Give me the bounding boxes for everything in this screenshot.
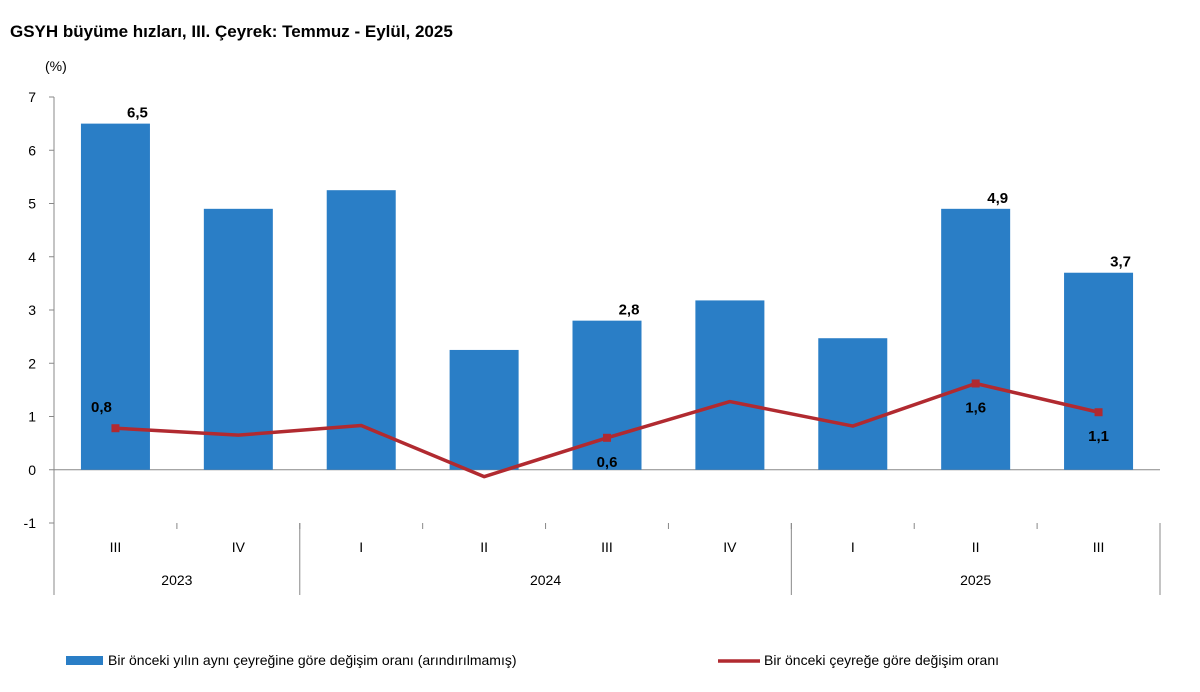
y-tick-label: 3 <box>28 302 36 318</box>
y-tick-label: -1 <box>24 515 37 531</box>
bar <box>203 208 273 470</box>
line-marker <box>1094 408 1103 417</box>
bar-data-label: 6,5 <box>127 105 148 122</box>
bar <box>80 123 150 470</box>
bar <box>572 320 642 470</box>
x-tick-label: III <box>601 539 613 555</box>
y-tick-label: 6 <box>28 142 36 158</box>
x-tick-label: IV <box>723 539 737 555</box>
x-tick-label: I <box>359 539 363 555</box>
line-data-label: 1,1 <box>1088 428 1109 445</box>
bar <box>326 190 396 470</box>
year-label: 2024 <box>530 572 561 588</box>
line-series <box>111 379 1103 479</box>
y-tick-label: 5 <box>28 196 36 212</box>
bar <box>1064 272 1134 470</box>
bar <box>695 300 765 470</box>
bar <box>941 208 1011 470</box>
y-tick-label: 7 <box>28 89 36 105</box>
line-marker <box>971 379 980 388</box>
y-tick-label: 1 <box>28 409 36 425</box>
bar-data-label: 2,8 <box>619 302 640 319</box>
year-label: 2023 <box>161 572 192 588</box>
bars <box>80 123 1134 470</box>
x-tick-label: III <box>110 539 122 555</box>
x-tick-label: III <box>1093 539 1105 555</box>
bar <box>818 338 888 470</box>
x-tick-label: II <box>972 539 980 555</box>
legend-swatch-bar <box>66 656 103 665</box>
y-tick-label: 2 <box>28 355 36 371</box>
year-label: 2025 <box>960 572 991 588</box>
legend-label-bar: Bir önceki yılın aynı çeyreğine göre değ… <box>108 652 517 668</box>
bar <box>449 349 519 470</box>
line-marker <box>111 424 120 433</box>
data-labels: 6,5 2,8 4,9 3,7 0,8 0,6 1,6 1,1 <box>91 105 1131 471</box>
legend: Bir önceki yılın aynı çeyreğine göre değ… <box>66 652 999 668</box>
legend-label-line: Bir önceki çeyreğe göre değişim oranı <box>764 652 999 668</box>
y-tick-label: 4 <box>28 249 36 265</box>
chart-title: GSYH büyüme hızları, III. Çeyrek: Temmuz… <box>10 22 453 41</box>
x-tick-label: II <box>480 539 488 555</box>
line-data-label: 0,6 <box>597 454 618 471</box>
x-tick-label: IV <box>232 539 246 555</box>
x-tick-label: I <box>851 539 855 555</box>
bar-data-label: 3,7 <box>1110 254 1131 271</box>
y-tick-label: 0 <box>28 462 36 478</box>
bar-data-label: 4,9 <box>987 190 1008 207</box>
line-marker <box>603 433 611 442</box>
y-axis-label: (%) <box>45 58 67 74</box>
line-data-label: 1,6 <box>965 399 986 416</box>
line-data-label: 0,8 <box>91 399 112 416</box>
